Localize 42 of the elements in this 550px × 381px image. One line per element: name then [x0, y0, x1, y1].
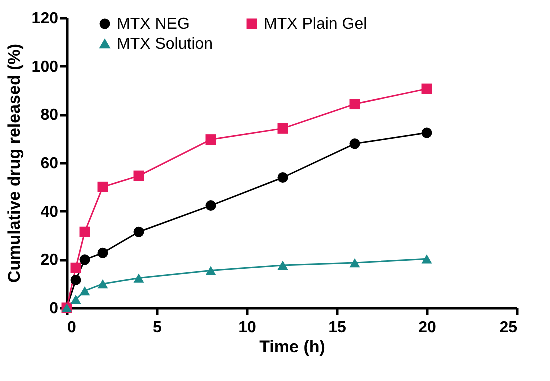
x-tick-label: 10 [238, 320, 256, 336]
y-tick-label: 20 [40, 252, 59, 270]
point [80, 254, 90, 266]
point [350, 258, 360, 268]
point [80, 226, 90, 238]
point [134, 226, 144, 238]
legend-label: MTX NEG [117, 16, 190, 33]
point [80, 286, 90, 296]
y-tick-label: 40 [40, 204, 59, 221]
legend-label: MTX Solution [117, 36, 214, 53]
point [422, 84, 432, 94]
point [350, 99, 360, 110]
point [422, 128, 432, 138]
x-tick-label: 0 [68, 320, 76, 336]
y-tick-label: 100 [32, 58, 59, 76]
x-tick-label: 20 [418, 320, 436, 336]
x-tick-label: 25 [500, 320, 518, 336]
point [206, 266, 216, 276]
legend-label: MTX Plain Gel [264, 16, 368, 33]
point [278, 260, 288, 270]
point [422, 254, 432, 264]
y-tick-label: 120 [32, 10, 59, 28]
point [134, 170, 144, 182]
point [70, 274, 82, 286]
y-tick-label: 60 [40, 156, 59, 172]
point [278, 123, 288, 134]
x-axis-title: Time (h) [260, 338, 326, 356]
point [70, 262, 82, 274]
point [134, 274, 144, 283]
y-tick-label: 80 [40, 107, 59, 124]
point [206, 134, 216, 146]
point [98, 182, 108, 192]
point [350, 138, 360, 150]
point [278, 172, 288, 183]
y-axis-title: Cumulative drug released (%) [4, 44, 24, 284]
x-tick-label: 5 [153, 320, 162, 336]
point [98, 248, 108, 258]
point [98, 280, 108, 289]
point [206, 200, 216, 212]
point [70, 295, 82, 304]
x-tick-label: 15 [328, 320, 346, 336]
y-tick-label: 0 [50, 300, 59, 318]
